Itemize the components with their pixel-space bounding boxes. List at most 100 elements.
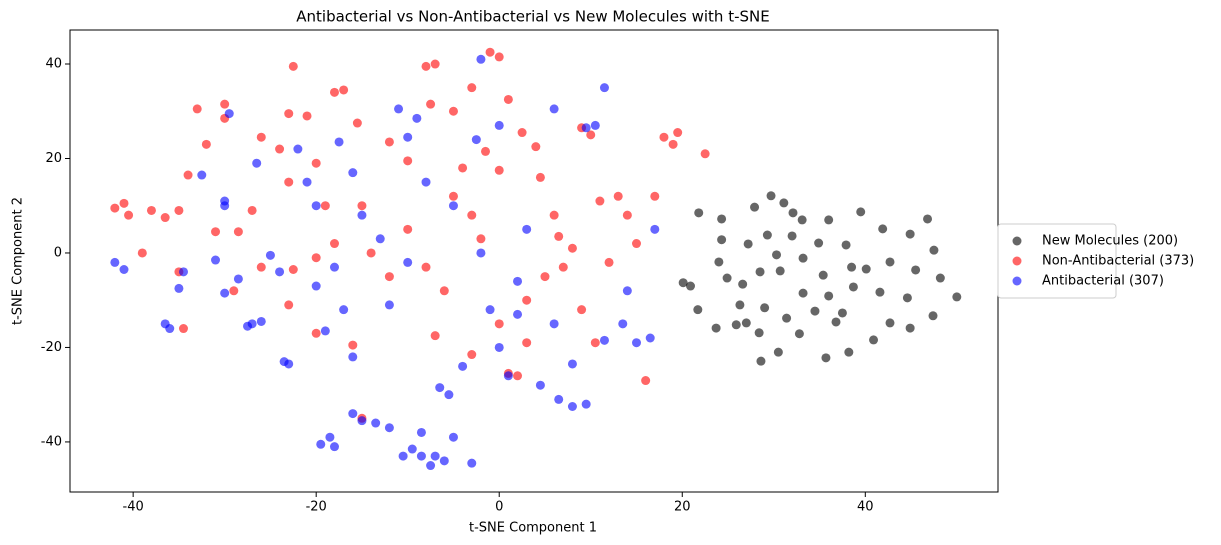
y-tick-label: -20 [41,340,62,355]
point [229,286,239,296]
plot-area [110,47,962,471]
point [357,416,367,426]
point [818,270,828,280]
point [517,128,527,138]
point [503,94,513,104]
point [678,278,688,288]
point [247,319,257,329]
point [220,288,230,298]
point [755,267,765,277]
point [567,243,577,253]
legend-label: New Molecules (200) [1042,234,1178,249]
point [426,461,436,471]
point [485,47,495,57]
point [673,128,683,138]
point [844,347,854,357]
point [339,85,349,95]
point [659,132,669,142]
point [430,451,440,461]
point [821,353,831,363]
point [458,163,468,173]
point [824,291,834,301]
point [174,205,184,215]
point [467,83,477,93]
point [302,177,312,187]
point [284,109,294,119]
legend-label: Non-Antibacterial (373) [1042,254,1194,269]
point [439,456,449,466]
point [119,265,129,275]
point [595,196,605,206]
x-tick-label: -40 [123,500,144,515]
point [590,338,600,348]
legend-marker [1012,256,1022,266]
point [288,61,298,71]
point [775,266,785,276]
point [146,205,156,215]
point [535,172,545,182]
point [426,99,436,109]
point [403,132,413,142]
point [320,201,330,211]
point [439,286,449,296]
point [302,111,312,121]
point [911,265,921,275]
point [618,319,628,329]
point [339,305,349,315]
point [371,418,381,428]
point [275,144,285,154]
chart-title: Antibacterial vs Non-Antibacterial vs Ne… [296,8,769,26]
point [357,201,367,211]
point [567,401,577,411]
point [329,442,339,452]
point [929,245,939,255]
point [772,250,782,260]
plot-frame [69,29,999,493]
point [178,324,188,334]
x-tick-label: 0 [495,500,503,515]
point [448,432,458,442]
point [485,305,495,315]
point [782,313,792,323]
point [522,338,532,348]
point [731,320,741,330]
point [293,144,303,154]
y-tick-label: -40 [41,434,62,449]
point [503,371,513,381]
point [885,318,895,328]
point [856,207,866,217]
point [694,208,704,218]
point [798,288,808,298]
point [211,227,221,237]
point [265,250,275,260]
point [178,267,188,277]
point [444,390,454,400]
y-axis-label: t-SNE Component 2 [11,197,26,325]
point [284,359,294,369]
point [311,281,321,291]
point [233,227,243,237]
point [352,118,362,128]
point [773,347,783,357]
point [494,165,504,175]
point [531,142,541,152]
point [581,399,591,409]
point [549,319,559,329]
point [722,273,732,283]
legend-marker [1012,236,1022,246]
point [645,333,655,343]
point [766,191,776,201]
point [220,99,230,109]
point [714,257,724,267]
point [233,274,243,284]
point [735,300,745,310]
point [928,311,938,321]
point [357,210,367,220]
point [798,253,808,263]
point [814,238,824,248]
point [762,230,772,240]
point [288,265,298,275]
point [110,203,120,213]
point [412,113,422,123]
